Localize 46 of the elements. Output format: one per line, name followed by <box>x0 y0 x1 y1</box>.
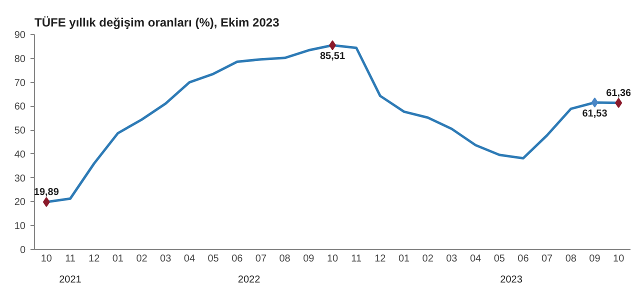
x-tick-label: 02 <box>422 254 434 264</box>
x-tick-label: 04 <box>470 254 482 264</box>
y-tick-label: 90 <box>14 30 26 41</box>
y-tick-label: 70 <box>14 78 26 89</box>
y-tick-label: 30 <box>14 173 26 184</box>
x-tick-label: 08 <box>279 254 291 264</box>
x-tick-label: 07 <box>255 254 267 264</box>
data-label: 61,36 <box>606 88 632 99</box>
x-tick-label: 07 <box>542 254 554 264</box>
x-tick-label: 01 <box>398 254 410 264</box>
point <box>591 98 598 108</box>
data-label: 61,53 <box>582 108 608 120</box>
x-tick-label: 05 <box>494 254 506 264</box>
x-tick-label: 04 <box>184 254 196 264</box>
x-tick-label: 10 <box>613 254 625 264</box>
x-tick-label: 11 <box>65 254 76 264</box>
data-label: 19,89 <box>34 186 60 198</box>
x-tick-label: 12 <box>88 254 100 264</box>
text: 2023 <box>500 274 523 285</box>
y-tick-label: 60 <box>14 102 26 113</box>
x-tick-label: 10 <box>326 254 338 264</box>
x-tick-label: 10 <box>40 254 52 264</box>
y-tick-label: 40 <box>14 149 26 160</box>
text: 2021 <box>59 274 82 285</box>
x-tick-label: 12 <box>374 254 386 264</box>
data-label: 85,51 <box>320 51 346 62</box>
x-tick-label: 08 <box>565 254 577 264</box>
chart-title: TÜFE yıllık değişim oranları (%), Ekim 2023 <box>34 16 280 30</box>
x-tick-label: 06 <box>518 254 530 264</box>
y-tick-label: 50 <box>14 126 26 137</box>
x-tick-label: 01 <box>112 254 124 264</box>
x-tick-label: 09 <box>303 254 315 264</box>
x-tick-label: 09 <box>589 254 601 264</box>
y-tick-label: 20 <box>14 197 26 208</box>
x-tick-label: 03 <box>446 254 458 264</box>
y-tick-label: 0 <box>20 245 26 256</box>
y-tick-label: 10 <box>14 221 26 232</box>
y-tick-label: 80 <box>14 54 26 65</box>
text: 2022 <box>238 274 261 285</box>
x-tick-label: 05 <box>208 254 220 264</box>
point <box>615 98 622 108</box>
point <box>42 196 50 207</box>
x-tick-label: 03 <box>160 254 172 264</box>
x-tick-label: 06 <box>232 254 244 264</box>
x-tick-label: 02 <box>136 254 148 264</box>
x-tick-label: 11 <box>351 254 362 264</box>
